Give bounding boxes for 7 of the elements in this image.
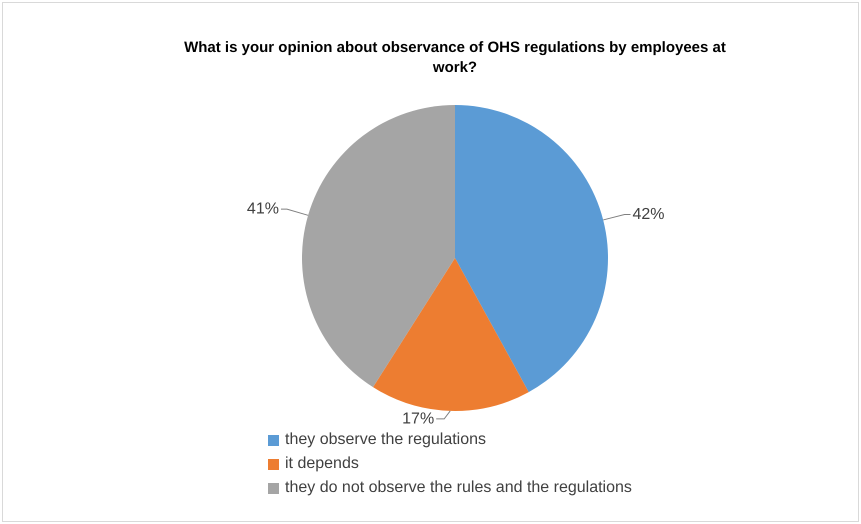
- legend-label: they do not observe the rules and the regulations: [285, 479, 632, 497]
- data-label: 42%: [632, 206, 665, 223]
- legend-label: it depends: [285, 455, 359, 473]
- data-label: 17%: [402, 410, 434, 428]
- data-label: 41%: [246, 200, 279, 218]
- legend-label: they observe the regulations: [285, 431, 486, 449]
- chart-title: What is your opinion about observance of OHS regulations by employees at work?: [183, 38, 727, 78]
